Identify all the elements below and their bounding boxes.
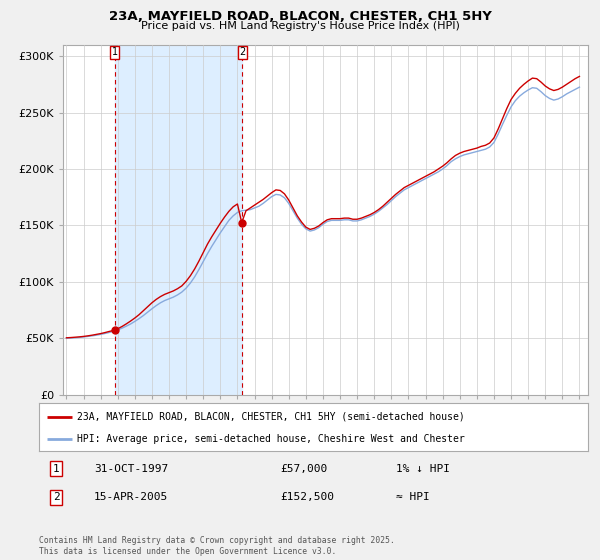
Text: Contains HM Land Registry data © Crown copyright and database right 2025.
This d: Contains HM Land Registry data © Crown c… — [39, 536, 395, 556]
Text: 23A, MAYFIELD ROAD, BLACON, CHESTER, CH1 5HY (semi-detached house): 23A, MAYFIELD ROAD, BLACON, CHESTER, CH1… — [77, 412, 465, 422]
Bar — [115, 45, 242, 395]
Text: 2: 2 — [53, 492, 59, 502]
Text: 1: 1 — [112, 47, 118, 57]
Text: 1% ↓ HPI: 1% ↓ HPI — [396, 464, 450, 474]
Text: 23A, MAYFIELD ROAD, BLACON, CHESTER, CH1 5HY: 23A, MAYFIELD ROAD, BLACON, CHESTER, CH1… — [109, 10, 491, 23]
Text: ≈ HPI: ≈ HPI — [396, 492, 430, 502]
Text: Price paid vs. HM Land Registry's House Price Index (HPI): Price paid vs. HM Land Registry's House … — [140, 21, 460, 31]
Text: 31-OCT-1997: 31-OCT-1997 — [94, 464, 168, 474]
Text: £57,000: £57,000 — [281, 464, 328, 474]
Text: £152,500: £152,500 — [281, 492, 335, 502]
Text: HPI: Average price, semi-detached house, Cheshire West and Chester: HPI: Average price, semi-detached house,… — [77, 434, 465, 444]
Text: 15-APR-2005: 15-APR-2005 — [94, 492, 168, 502]
Text: 1: 1 — [53, 464, 59, 474]
Text: 2: 2 — [239, 47, 245, 57]
